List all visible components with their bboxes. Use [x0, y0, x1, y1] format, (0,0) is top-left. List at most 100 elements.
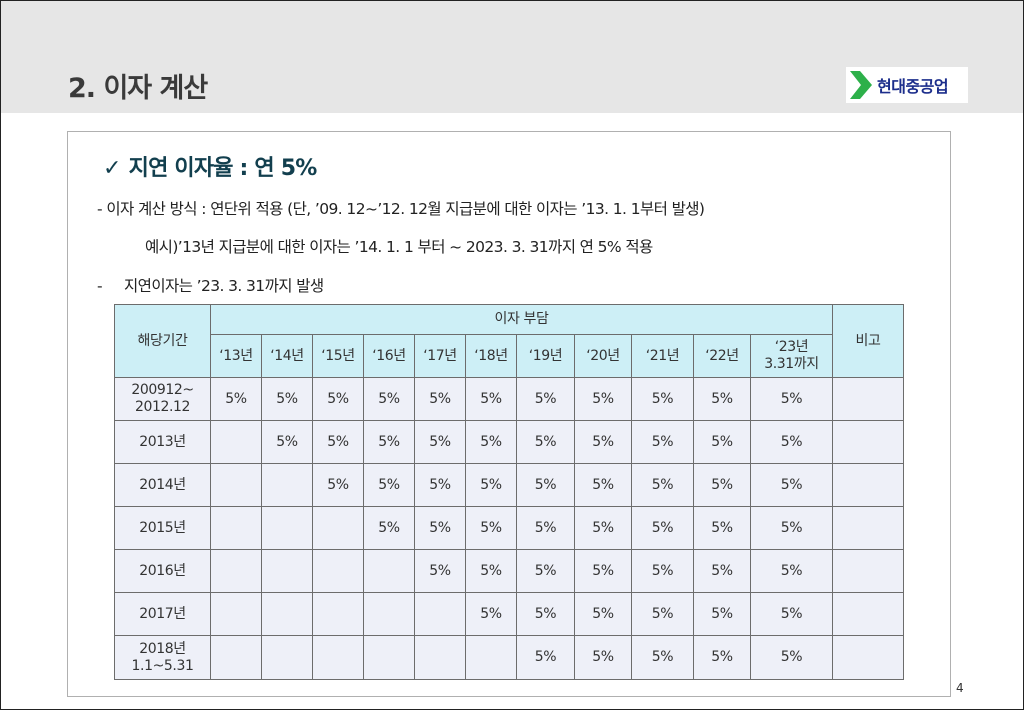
rate-cell: 5%	[750, 377, 833, 421]
period-cell: 200912~ 2012.12	[114, 377, 211, 421]
year-header: ‘16년	[363, 334, 415, 378]
rate-cell: 5%	[631, 549, 694, 593]
note-cell	[832, 420, 904, 464]
period-cell: 2016년	[114, 549, 211, 593]
rate-cell: 5%	[516, 549, 575, 593]
rate-cell: 5%	[693, 506, 751, 550]
table-row: 2015년 5% 5% 5% 5% 5% 5% 5% 5%	[114, 506, 904, 550]
rate-cell: 5%	[363, 463, 415, 507]
rate-cell: 5%	[574, 420, 632, 464]
rate-cell: 5%	[631, 506, 694, 550]
interest-table: 해당기간 이자 부담 비고 ‘13년 ‘14년 ‘15년 ‘16년 ‘17년 ‘18년 ‘1…	[114, 304, 904, 680]
note-cell	[832, 377, 904, 421]
period-cell: 2015년	[114, 506, 211, 550]
year-header: ‘22년	[693, 334, 751, 378]
page-title: 2. 이자 계산	[68, 73, 208, 104]
rate-cell	[312, 506, 364, 550]
rate-cell: 5%	[750, 592, 833, 636]
table-row: 200912~ 2012.12 5% 5% 5% 5% 5% 5% 5% 5% 5% 5% 5%	[114, 377, 904, 421]
rate-cell: 5%	[574, 635, 632, 680]
rate-cell: 5%	[574, 549, 632, 593]
rate-cell	[261, 592, 313, 636]
note-cell	[832, 506, 904, 550]
page-number: 4	[956, 681, 964, 695]
rate-cell: 5%	[516, 463, 575, 507]
rate-cell: 5%	[465, 592, 517, 636]
rate-cell	[210, 635, 262, 680]
note-cell	[832, 463, 904, 507]
rate-cell: 5%	[750, 549, 833, 593]
rate-cell: 5%	[261, 377, 313, 421]
year-header: ‘21년	[631, 334, 694, 378]
year-header: ‘15년	[312, 334, 364, 378]
rate-cell: 5%	[516, 377, 575, 421]
table-row: 2014년 5% 5% 5% 5% 5% 5% 5% 5% 5%	[114, 463, 904, 507]
note-cell	[832, 592, 904, 636]
rate-cell: 5%	[465, 549, 517, 593]
year-header: ‘19년	[516, 334, 575, 378]
rate-cell: 5%	[465, 377, 517, 421]
period-cell: 2018년 1.1~5.31	[114, 635, 211, 680]
rate-cell: 5%	[750, 420, 833, 464]
rate-cell: 5%	[465, 506, 517, 550]
table-row: 2013년 5% 5% 5% 5% 5% 5% 5% 5% 5% 5%	[114, 420, 904, 464]
rate-cell: 5%	[363, 506, 415, 550]
rate-cell: 5%	[631, 635, 694, 680]
rate-cell: 5%	[574, 506, 632, 550]
rate-cell	[363, 635, 415, 680]
rate-cell	[414, 592, 466, 636]
rate-cell: 5%	[465, 463, 517, 507]
rate-cell: 5%	[693, 635, 751, 680]
rate-cell: 5%	[414, 506, 466, 550]
rate-cell	[261, 463, 313, 507]
table-row: 2016년 5% 5% 5% 5% 5% 5% 5%	[114, 549, 904, 593]
table-row: 2017년 5% 5% 5% 5% 5% 5%	[114, 592, 904, 636]
rate-cell: 5%	[574, 463, 632, 507]
rate-cell: 5%	[363, 420, 415, 464]
note-header: 비고	[832, 304, 904, 378]
rate-cell: 5%	[574, 592, 632, 636]
rate-cell	[210, 506, 262, 550]
rate-cell	[210, 463, 262, 507]
year-header: ‘20년	[574, 334, 632, 378]
rate-cell: 5%	[312, 463, 364, 507]
rate-cell	[261, 506, 313, 550]
rate-cell: 5%	[693, 463, 751, 507]
rate-cell: 5%	[631, 377, 694, 421]
table-row: 2018년 1.1~5.31 5% 5% 5% 5% 5%	[114, 635, 904, 680]
rate-cell	[363, 592, 415, 636]
rate-cell: 5%	[414, 463, 466, 507]
note-cell	[832, 635, 904, 680]
rate-cell	[312, 635, 364, 680]
delay-interest-line: - 지연이자는 ’23. 3. 31까지 발생	[97, 274, 324, 296]
section-heading: ✓ 지연 이자율 : 연 5%	[103, 150, 317, 182]
period-cell: 2014년	[114, 463, 211, 507]
rate-cell: 5%	[574, 377, 632, 421]
rate-cell: 5%	[363, 377, 415, 421]
delay-interest-text: 지연이자는 ’23. 3. 31까지 발생	[124, 277, 324, 295]
period-header: 해당기간	[114, 304, 211, 378]
rate-cell	[312, 549, 364, 593]
rate-cell: 5%	[693, 377, 751, 421]
rate-cell: 5%	[631, 463, 694, 507]
rate-cell: 5%	[750, 635, 833, 680]
rate-cell: 5%	[516, 592, 575, 636]
example-line: 예시)’13년 지급분에 대한 이자는 ’14. 1. 1 부터 ~ 2023.…	[145, 238, 653, 256]
burden-header: 이자 부담	[210, 304, 833, 335]
period-cell: 2013년	[114, 420, 211, 464]
rate-cell: 5%	[750, 506, 833, 550]
rate-cell	[363, 549, 415, 593]
rate-cell: 5%	[312, 377, 364, 421]
year-header: ‘18년	[465, 334, 517, 378]
note-cell	[832, 549, 904, 593]
year-header: ‘13년	[210, 334, 262, 378]
rate-cell: 5%	[693, 592, 751, 636]
rate-cell: 5%	[414, 549, 466, 593]
rate-cell	[210, 420, 262, 464]
check-icon: ✓	[103, 156, 121, 181]
rate-cell	[210, 549, 262, 593]
rate-cell: 5%	[516, 506, 575, 550]
rate-cell	[261, 635, 313, 680]
rate-cell	[414, 635, 466, 680]
rate-cell	[261, 549, 313, 593]
